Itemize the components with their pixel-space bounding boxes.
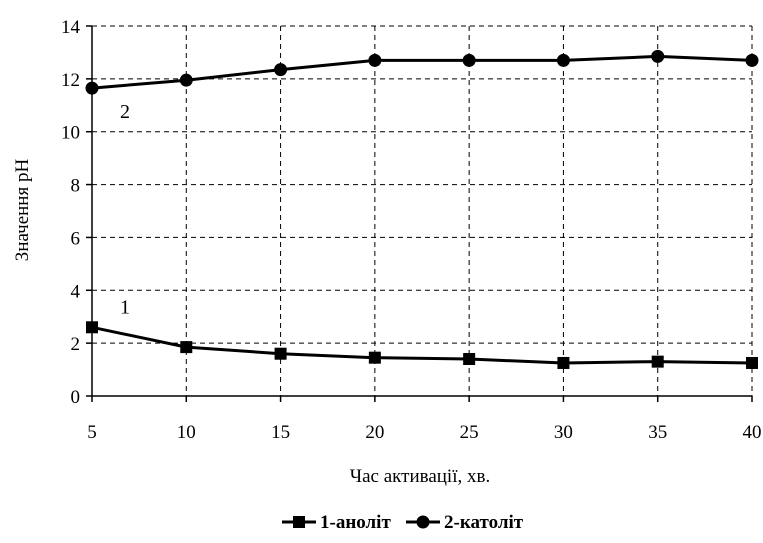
- data-point: [274, 63, 288, 77]
- data-point: [557, 356, 570, 369]
- data-point: [651, 355, 664, 368]
- y-tick-label: 8: [71, 176, 81, 197]
- legend: 1-аноліт 2-католіт: [282, 512, 524, 533]
- data-point: [463, 353, 476, 365]
- y-tick-label: 2: [71, 334, 81, 355]
- legend-item: 1-аноліт: [282, 512, 391, 533]
- y-tick-label: 6: [71, 228, 81, 249]
- series-line: [90, 325, 754, 365]
- x-tick-label: 10: [177, 422, 196, 443]
- x-tick-label: 5: [87, 422, 97, 443]
- data-point: [368, 53, 382, 67]
- series-group: [85, 49, 759, 369]
- legend-label: 2-католіт: [444, 512, 524, 533]
- x-tick-label: 20: [365, 422, 384, 443]
- y-tick-label: 0: [71, 387, 81, 408]
- data-point: [274, 347, 287, 360]
- legend-marker: [416, 515, 430, 529]
- data-point: [651, 49, 665, 63]
- series-2: [85, 49, 759, 95]
- series-line: [90, 54, 754, 90]
- y-tick-label: 10: [61, 123, 80, 144]
- legend-label: 1-аноліт: [320, 512, 391, 533]
- legend-marker: [293, 516, 305, 528]
- x-tick-label: 15: [271, 422, 290, 443]
- data-point: [745, 53, 759, 67]
- data-point: [85, 81, 99, 95]
- legend-item: 2-католіт: [406, 512, 524, 533]
- data-point: [180, 341, 193, 354]
- y-tick-label: 12: [61, 70, 80, 91]
- data-point: [746, 356, 758, 369]
- data-point: [179, 73, 193, 87]
- x-tick-label: 30: [554, 422, 573, 443]
- y-tick-label: 4: [71, 281, 81, 302]
- data-point: [556, 53, 570, 67]
- y-axis-label: Значення pH: [12, 159, 33, 262]
- series-annotations: 12: [120, 101, 130, 318]
- y-tick-label: 14: [61, 17, 81, 38]
- data-point: [368, 351, 381, 364]
- series-1: [86, 321, 758, 369]
- series-annotation: 1: [120, 296, 130, 318]
- data-point: [86, 321, 98, 334]
- x-tick-label: 25: [460, 422, 479, 443]
- x-axis-label: Час активації, хв.: [350, 466, 490, 487]
- x-tick-label: 35: [648, 422, 667, 443]
- grid: [92, 25, 753, 396]
- series-annotation: 2: [120, 101, 130, 123]
- data-point: [462, 53, 476, 67]
- x-tick-label: 40: [743, 422, 762, 443]
